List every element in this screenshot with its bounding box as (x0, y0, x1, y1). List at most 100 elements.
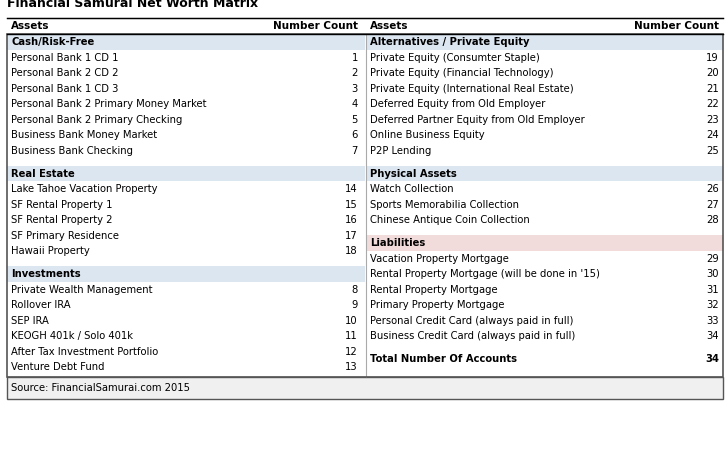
Text: Total Number Of Accounts: Total Number Of Accounts (370, 354, 517, 364)
Bar (7, 228, 365, 244)
Text: 28: 28 (706, 215, 719, 225)
Text: 16: 16 (345, 215, 358, 225)
Bar (7, 344, 365, 359)
Text: 12: 12 (345, 347, 358, 357)
Bar (367, 166, 723, 181)
Text: Investments: Investments (11, 269, 81, 279)
Text: Business Bank Money Market: Business Bank Money Market (11, 130, 157, 140)
Text: 2: 2 (352, 68, 358, 78)
Text: 29: 29 (706, 253, 719, 264)
Text: SEP IRA: SEP IRA (11, 316, 49, 325)
Text: Physical Assets: Physical Assets (370, 169, 456, 179)
Bar (367, 328, 723, 344)
Bar (367, 212, 723, 228)
Text: 24: 24 (706, 130, 719, 140)
Bar (7, 34, 365, 50)
Text: Deferred Equity from Old Employer: Deferred Equity from Old Employer (370, 99, 545, 109)
Text: 26: 26 (706, 184, 719, 194)
Text: Personal Bank 1 CD 1: Personal Bank 1 CD 1 (11, 53, 119, 63)
Text: SF Primary Residence: SF Primary Residence (11, 230, 119, 241)
Bar (367, 197, 723, 212)
Text: 34: 34 (705, 354, 719, 364)
Text: Venture Debt Fund: Venture Debt Fund (11, 362, 105, 372)
Text: Rental Property Mortgage: Rental Property Mortgage (370, 284, 498, 294)
Bar (7, 34, 723, 377)
Text: Alternatives / Private Equity: Alternatives / Private Equity (370, 37, 529, 47)
Text: Personal Bank 2 Primary Checking: Personal Bank 2 Primary Checking (11, 114, 183, 124)
Text: Business Credit Card (always paid in full): Business Credit Card (always paid in ful… (370, 331, 575, 341)
Bar (367, 236, 723, 251)
Bar (367, 81, 723, 96)
Text: 7: 7 (352, 146, 358, 155)
Bar (367, 297, 723, 313)
Bar (7, 50, 365, 65)
Text: 31: 31 (706, 284, 719, 294)
Text: Liabilities: Liabilities (370, 238, 425, 248)
Text: Assets: Assets (370, 21, 408, 31)
Text: Business Bank Checking: Business Bank Checking (11, 146, 133, 155)
Text: 15: 15 (345, 200, 358, 210)
Text: Deferred Partner Equity from Old Employer: Deferred Partner Equity from Old Employe… (370, 114, 585, 124)
Text: 14: 14 (345, 184, 358, 194)
Text: Online Business Equity: Online Business Equity (370, 130, 485, 140)
Bar (367, 34, 723, 50)
Text: SF Rental Property 2: SF Rental Property 2 (11, 215, 113, 225)
Text: Primary Property Mortgage: Primary Property Mortgage (370, 300, 505, 310)
Text: 4: 4 (352, 99, 358, 109)
Bar (367, 65, 723, 81)
Bar (7, 197, 365, 212)
Text: Personal Bank 2 CD 2: Personal Bank 2 CD 2 (11, 68, 119, 78)
Bar (7, 143, 365, 158)
Text: Watch Collection: Watch Collection (370, 184, 454, 194)
Bar (367, 282, 723, 297)
Text: Personal Bank 2 Primary Money Market: Personal Bank 2 Primary Money Market (11, 99, 207, 109)
Text: 5: 5 (352, 114, 358, 124)
Text: Lake Tahoe Vacation Property: Lake Tahoe Vacation Property (11, 184, 157, 194)
Text: 17: 17 (345, 230, 358, 241)
Text: 23: 23 (706, 114, 719, 124)
Text: SF Rental Property 1: SF Rental Property 1 (11, 200, 113, 210)
Text: 3: 3 (352, 83, 358, 94)
Text: Number Count: Number Count (634, 21, 719, 31)
Text: Hawaii Property: Hawaii Property (11, 246, 90, 256)
Bar (7, 112, 365, 127)
Text: 34: 34 (706, 331, 719, 341)
Text: Source: FinancialSamurai.com 2015: Source: FinancialSamurai.com 2015 (11, 383, 190, 393)
Bar (7, 313, 365, 328)
Text: Vacation Property Mortgage: Vacation Property Mortgage (370, 253, 509, 264)
Bar (367, 127, 723, 143)
Text: 9: 9 (352, 300, 358, 310)
Text: Cash/Risk-Free: Cash/Risk-Free (11, 37, 94, 47)
Text: P2P Lending: P2P Lending (370, 146, 432, 155)
Bar (7, 359, 365, 375)
Bar (7, 244, 365, 259)
Text: 27: 27 (706, 200, 719, 210)
Text: Assets: Assets (11, 21, 50, 31)
Text: Rental Property Mortgage (will be done in '15): Rental Property Mortgage (will be done i… (370, 269, 600, 279)
Bar (7, 81, 365, 96)
Text: Real Estate: Real Estate (11, 169, 75, 179)
Text: Private Equity (Financial Technology): Private Equity (Financial Technology) (370, 68, 553, 78)
Text: 19: 19 (706, 53, 719, 63)
Bar (367, 50, 723, 65)
Bar (367, 351, 723, 367)
Text: Personal Credit Card (always paid in full): Personal Credit Card (always paid in ful… (370, 316, 574, 325)
Text: 20: 20 (706, 68, 719, 78)
Bar (7, 212, 365, 228)
Text: Chinese Antique Coin Collection: Chinese Antique Coin Collection (370, 215, 530, 225)
Bar (7, 127, 365, 143)
Bar (367, 266, 723, 282)
Text: 33: 33 (706, 316, 719, 325)
Text: Private Equity (Consumter Staple): Private Equity (Consumter Staple) (370, 53, 539, 63)
Text: 30: 30 (706, 269, 719, 279)
Text: Rollover IRA: Rollover IRA (11, 300, 71, 310)
Text: 32: 32 (706, 300, 719, 310)
Text: 8: 8 (352, 284, 358, 294)
Bar (367, 181, 723, 197)
Text: 1: 1 (352, 53, 358, 63)
Bar (7, 282, 365, 297)
Text: 6: 6 (352, 130, 358, 140)
Text: Private Wealth Management: Private Wealth Management (11, 284, 152, 294)
Text: 22: 22 (706, 99, 719, 109)
Bar (367, 143, 723, 158)
